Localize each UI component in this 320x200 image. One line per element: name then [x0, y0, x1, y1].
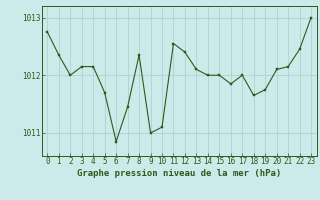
X-axis label: Graphe pression niveau de la mer (hPa): Graphe pression niveau de la mer (hPa) [77, 169, 281, 178]
